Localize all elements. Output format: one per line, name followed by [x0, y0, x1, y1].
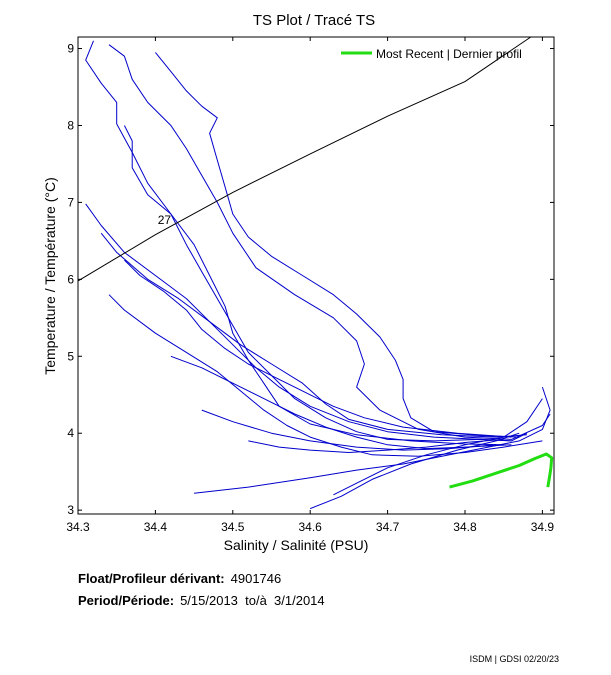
profile-line [170, 355, 512, 450]
axis-ticks [77, 37, 554, 514]
x-tick-label: 34.9 [531, 520, 555, 534]
profile-line [100, 232, 527, 438]
profile-line [123, 125, 504, 446]
x-axis-label: Salinity / Salinité (PSU) [224, 537, 369, 553]
density-label-27: 27 [158, 213, 172, 227]
x-tick-label: 34.6 [299, 520, 323, 534]
y-tick-label: 8 [67, 118, 74, 132]
y-tick-labels: 3 4 5 6 7 8 9 [67, 42, 74, 518]
float-id-row: Float/Profileur dérivant: 4901746 [78, 571, 281, 586]
profile-line [333, 398, 543, 496]
plot-area [77, 36, 555, 515]
most-recent-profile [449, 452, 554, 489]
chart-title: TS Plot / Tracé TS [253, 12, 375, 29]
profile-line [85, 40, 528, 442]
legend-label: Most Recent | Dernier profil [376, 47, 522, 61]
profile-line [310, 432, 520, 510]
period-label: Period/Période: [78, 593, 175, 608]
x-tick-label: 34.5 [221, 520, 245, 534]
profile-line [108, 294, 543, 457]
period-value: 5/15/2013 to/à 3/1/2014 [180, 593, 325, 608]
x-tick-label: 34.3 [66, 520, 90, 534]
float-value: 4901746 [230, 571, 282, 586]
float-label: Float/Profileur dérivant: [78, 571, 225, 586]
profile-line [248, 438, 504, 453]
ts-chart: TS Plot / Tracé TS 34.3 34.4 34.5 34.6 34.7 3… [42, 12, 555, 553]
profile-series [85, 40, 551, 510]
profile-line [108, 44, 551, 440]
profile-line [124, 259, 512, 438]
y-tick-label: 3 [67, 503, 74, 517]
profile-line [155, 52, 520, 438]
legend: Most Recent | Dernier profil [341, 47, 522, 61]
y-axis-label: Temperature / Température (°C) [42, 177, 58, 375]
density-contour-line [77, 36, 532, 282]
y-tick-label: 6 [67, 272, 74, 286]
x-tick-label: 34.8 [453, 520, 477, 534]
recent-profile-line [449, 452, 554, 489]
x-tick-labels: 34.3 34.4 34.5 34.6 34.7 34.8 34.9 [66, 520, 554, 534]
y-tick-label: 7 [67, 195, 74, 209]
period-row: Period/Période: 5/15/2013 to/à 3/1/2014 [78, 593, 325, 608]
y-tick-label: 5 [67, 349, 74, 363]
density-line [77, 36, 532, 282]
profile-line [194, 386, 551, 494]
credit-text: ISDM | GDSI 02/20/23 [469, 654, 559, 664]
x-tick-label: 34.4 [144, 520, 168, 534]
x-tick-label: 34.7 [376, 520, 400, 534]
profile-line [201, 409, 497, 451]
y-tick-label: 9 [67, 42, 74, 56]
y-tick-label: 4 [67, 426, 74, 440]
